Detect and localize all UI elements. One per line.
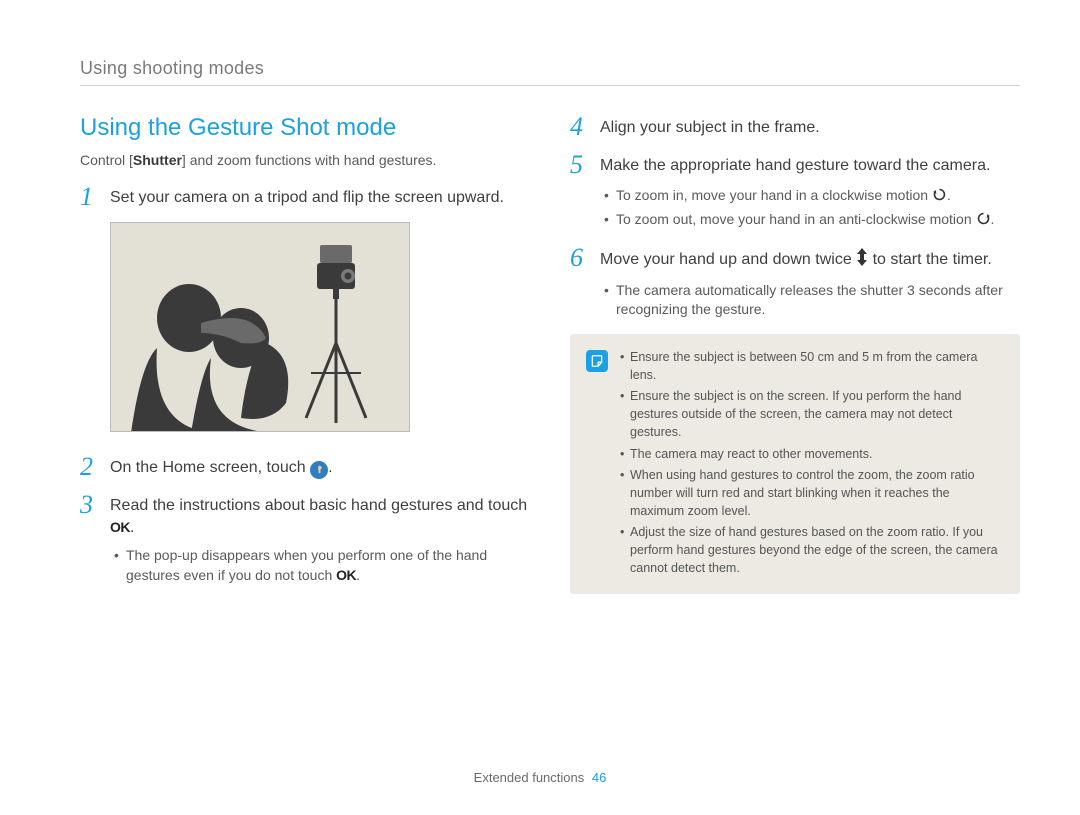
step-text: Set your camera on a tripod and flip the…: [110, 184, 504, 209]
step-5: 5 Make the appropriate hand gesture towa…: [570, 152, 1020, 178]
divider: [80, 85, 1020, 86]
right-column: 4 Align your subject in the frame. 5 Mak…: [570, 114, 1020, 599]
clockwise-icon: [932, 187, 947, 208]
list-item: When using hand gestures to control the …: [620, 466, 1004, 520]
intro-post: ] and zoom functions with hand gestures.: [182, 152, 436, 168]
note-list: Ensure the subject is between 50 cm and …: [620, 348, 1004, 581]
step-number: 5: [570, 152, 590, 178]
b1-post: .: [947, 187, 951, 203]
list-item: To zoom in, move your hand in a clockwis…: [604, 186, 1020, 208]
b2-pre: To zoom out, move your hand in an anti-c…: [616, 211, 976, 227]
step-number: 1: [80, 184, 100, 210]
anticlockwise-icon: [976, 211, 991, 232]
step3-pre: Read the instructions about basic hand g…: [110, 497, 527, 514]
step-text: Read the instructions about basic hand g…: [110, 492, 530, 538]
updown-icon: [856, 248, 868, 273]
note-icon: [586, 350, 608, 372]
footer-label: Extended functions: [474, 770, 585, 785]
bullet-post: .: [356, 567, 360, 583]
step-number: 4: [570, 114, 590, 140]
step2-pre: On the Home screen, touch: [110, 459, 310, 476]
step-3: 3 Read the instructions about basic hand…: [80, 492, 530, 538]
step-4: 4 Align your subject in the frame.: [570, 114, 1020, 140]
list-item: Ensure the subject is between 50 cm and …: [620, 348, 1004, 384]
intro-pre: Control [: [80, 152, 133, 168]
content-columns: Using the Gesture Shot mode Control [Shu…: [80, 114, 1020, 599]
b1-pre: To zoom in, move your hand in a clockwis…: [616, 187, 932, 203]
list-item: The camera automatically releases the sh…: [604, 281, 1020, 320]
gesture-mode-icon: [310, 461, 328, 479]
ok-icon: OK: [110, 519, 130, 535]
b2-post: .: [991, 211, 995, 227]
list-item: Adjust the size of hand gestures based o…: [620, 523, 1004, 577]
step6-post: to start the timer.: [873, 251, 992, 268]
step-number: 2: [80, 454, 100, 480]
list-item: To zoom out, move your hand in an anti-c…: [604, 210, 1020, 232]
ok-icon: OK: [336, 567, 356, 583]
intro-bold: Shutter: [133, 152, 182, 168]
step3-post: .: [130, 519, 134, 536]
step-3-sublist: The pop-up disappears when you perform o…: [80, 546, 530, 585]
illustration-tripod: [110, 222, 410, 432]
left-column: Using the Gesture Shot mode Control [Shu…: [80, 114, 530, 599]
list-item: The pop-up disappears when you perform o…: [114, 546, 530, 585]
step-text: Make the appropriate hand gesture toward…: [600, 152, 990, 177]
step6-pre: Move your hand up and down twice: [600, 251, 856, 268]
step-text: Move your hand up and down twice to star…: [600, 245, 992, 273]
step-text: On the Home screen, touch .: [110, 454, 333, 479]
breadcrumb: Using shooting modes: [80, 58, 1020, 79]
bullet-pre: The pop-up disappears when you perform o…: [126, 547, 487, 583]
list-item: Ensure the subject is on the screen. If …: [620, 387, 1004, 441]
step-number: 6: [570, 245, 590, 271]
step-5-sublist: To zoom in, move your hand in a clockwis…: [570, 186, 1020, 231]
step-text: Align your subject in the frame.: [600, 114, 820, 139]
section-title: Using the Gesture Shot mode: [80, 114, 530, 142]
step-1: 1 Set your camera on a tripod and flip t…: [80, 184, 530, 210]
intro-text: Control [Shutter] and zoom functions wit…: [80, 152, 530, 168]
step-6: 6 Move your hand up and down twice to st…: [570, 245, 1020, 273]
note-box: Ensure the subject is between 50 cm and …: [570, 334, 1020, 595]
step-number: 3: [80, 492, 100, 518]
list-item: The camera may react to other movements.: [620, 445, 1004, 463]
step2-post: .: [328, 459, 332, 476]
page-footer: Extended functions 46: [0, 770, 1080, 785]
step-2: 2 On the Home screen, touch .: [80, 454, 530, 480]
page-number: 46: [592, 770, 606, 785]
step-6-sublist: The camera automatically releases the sh…: [570, 281, 1020, 320]
